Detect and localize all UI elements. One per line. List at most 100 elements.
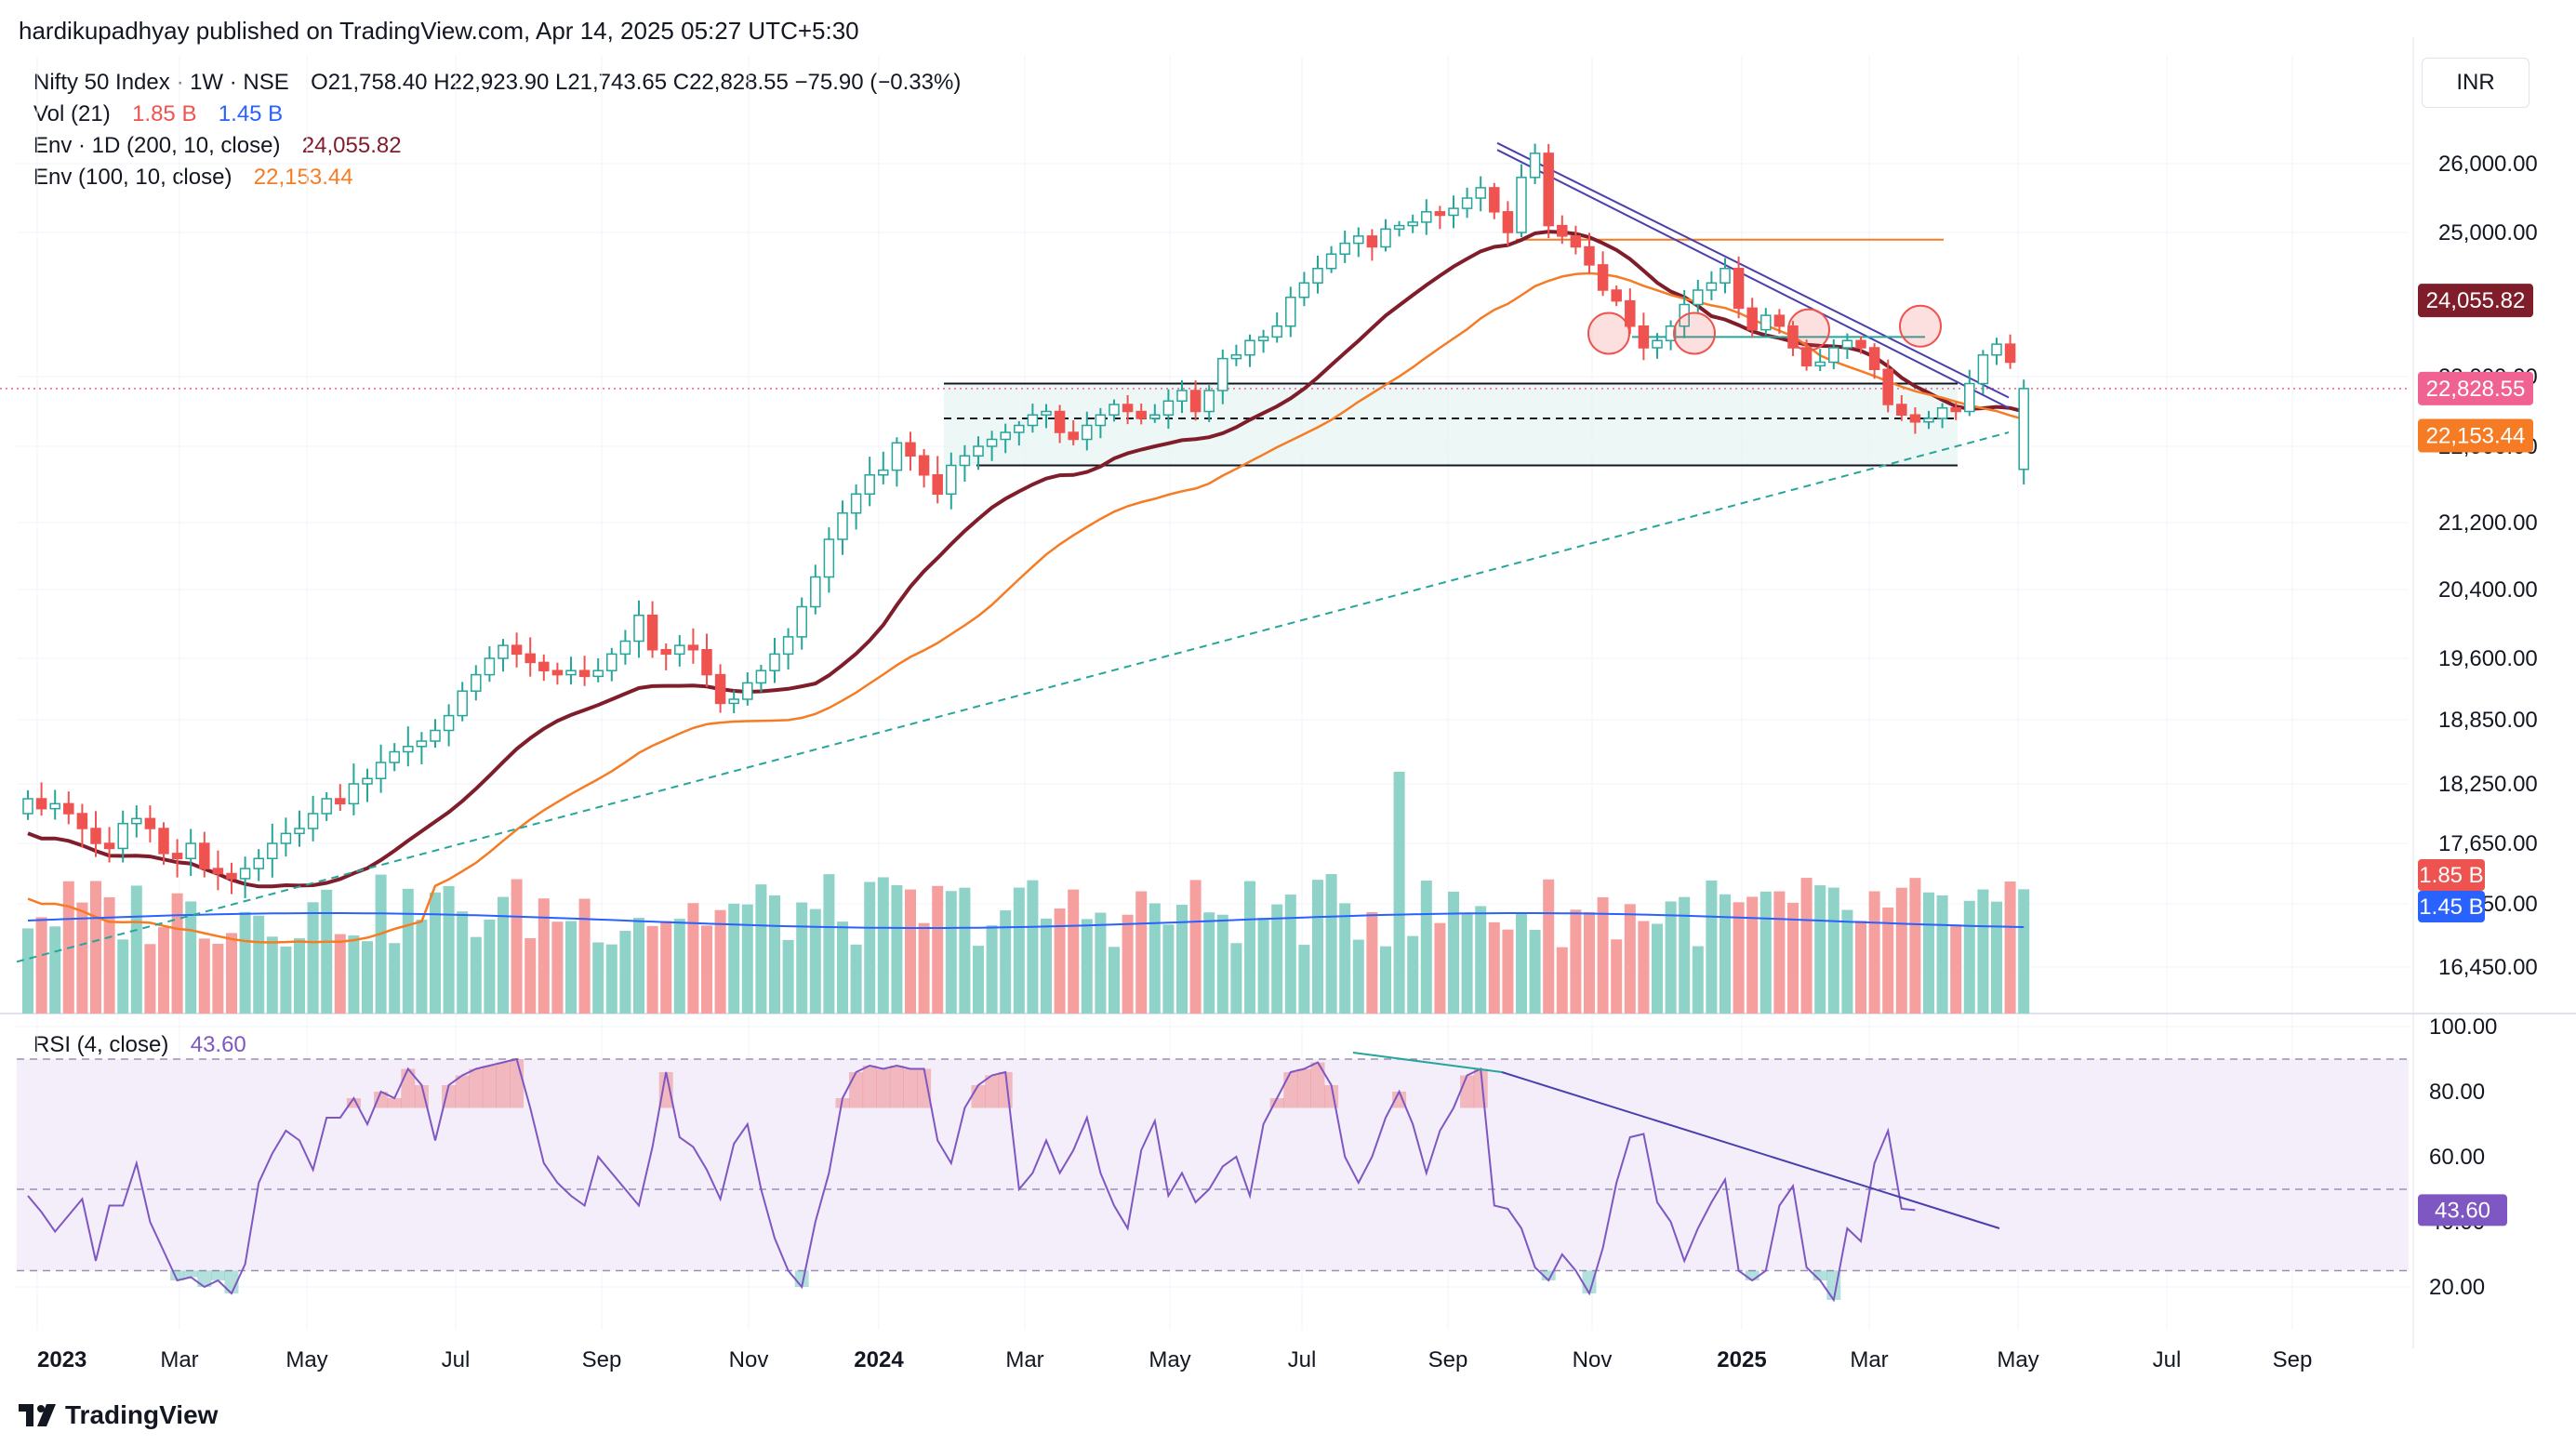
candle-up[interactable]: [1516, 177, 1527, 233]
candle-up[interactable]: [1936, 407, 1948, 419]
candle-down[interactable]: [103, 842, 115, 850]
candle-up[interactable]: [796, 605, 807, 638]
candle-down[interactable]: [1882, 368, 1893, 405]
candle-up[interactable]: [117, 822, 128, 850]
candle-up[interactable]: [1353, 235, 1364, 245]
candle-down[interactable]: [511, 644, 523, 656]
candle-down[interactable]: [335, 798, 346, 805]
candle-up[interactable]: [755, 669, 767, 684]
legend-env100-label[interactable]: Env (100, 10, close): [33, 165, 232, 190]
candle-down[interactable]: [1773, 314, 1786, 327]
candle-up[interactable]: [633, 615, 644, 643]
candle-up[interactable]: [850, 493, 862, 514]
candle-down[interactable]: [932, 474, 943, 495]
candle-up[interactable]: [864, 474, 875, 495]
candle-up[interactable]: [484, 657, 496, 676]
candle-up[interactable]: [1325, 253, 1337, 270]
candle-down[interactable]: [1557, 224, 1568, 237]
candle-up[interactable]: [1652, 339, 1663, 349]
candle-up[interactable]: [253, 857, 264, 869]
candle-up[interactable]: [1027, 414, 1039, 427]
candle-up[interactable]: [891, 442, 903, 471]
candle-up[interactable]: [1448, 207, 1459, 217]
candle-up[interactable]: [1298, 282, 1310, 298]
candle-down[interactable]: [1909, 414, 1921, 423]
rsi-legend-label[interactable]: RSI (4, close): [33, 1032, 169, 1057]
candle-up[interactable]: [321, 798, 332, 815]
candle-up[interactable]: [348, 783, 360, 805]
candle-up[interactable]: [1285, 297, 1296, 327]
candle-up[interactable]: [837, 512, 848, 540]
candle-up[interactable]: [728, 698, 739, 705]
candle-up[interactable]: [1475, 187, 1486, 199]
candle-up[interactable]: [1693, 289, 1704, 306]
candle-up[interactable]: [2018, 388, 2029, 471]
candle-up[interactable]: [1041, 410, 1052, 416]
candle-down[interactable]: [905, 442, 916, 457]
candle-up[interactable]: [1014, 424, 1025, 433]
candle-up[interactable]: [403, 746, 414, 753]
candle-up[interactable]: [1095, 414, 1107, 427]
candle-down[interactable]: [1597, 264, 1609, 291]
candle-up[interactable]: [389, 750, 400, 763]
candle-down[interactable]: [1122, 404, 1134, 413]
candle-up[interactable]: [1244, 339, 1255, 356]
candle-up[interactable]: [1814, 361, 1826, 367]
candle-up[interactable]: [1149, 414, 1161, 419]
candle-down[interactable]: [1611, 289, 1622, 302]
candle-up[interactable]: [1162, 400, 1175, 416]
candle-up[interactable]: [294, 828, 305, 835]
candle-down[interactable]: [35, 798, 47, 810]
candle-up[interactable]: [430, 729, 441, 742]
legend-vol-label[interactable]: Vol (21): [33, 101, 111, 126]
candle-up[interactable]: [742, 682, 753, 700]
candle-up[interactable]: [1109, 404, 1120, 416]
candle-up[interactable]: [959, 455, 971, 467]
tradingview-brand[interactable]: TradingView: [19, 1400, 218, 1430]
candle-up[interactable]: [22, 798, 33, 815]
legend-env200-row[interactable]: Env · 1D (200, 10, close) 24,055.82: [33, 130, 961, 162]
candle-up[interactable]: [1176, 390, 1188, 402]
candle-up[interactable]: [1000, 431, 1011, 441]
candle-up[interactable]: [973, 445, 984, 457]
candle-up[interactable]: [878, 469, 889, 476]
candle-down[interactable]: [1189, 390, 1202, 413]
candle-down[interactable]: [1054, 410, 1066, 433]
rsi-divergence-line[interactable]: [1352, 1052, 1503, 1073]
rsi-trend-line[interactable]: [1501, 1071, 2000, 1229]
candle-up[interactable]: [1203, 390, 1215, 413]
currency-button[interactable]: INR: [2422, 58, 2530, 108]
candle-up[interactable]: [1217, 357, 1228, 391]
candle-down[interactable]: [1855, 339, 1866, 349]
candle-up[interactable]: [1407, 221, 1418, 227]
candle-up[interactable]: [416, 740, 428, 748]
candle-up[interactable]: [1461, 197, 1473, 209]
legend-env200-label[interactable]: Env · 1D (200, 10, close): [33, 133, 281, 158]
candle-down[interactable]: [1746, 307, 1758, 331]
candle-down[interactable]: [1584, 245, 1595, 266]
rsi-legend[interactable]: RSI (4, close) 43.60: [33, 1032, 246, 1058]
candle-down[interactable]: [1366, 235, 1378, 248]
candle-down[interactable]: [90, 828, 101, 844]
candle-up[interactable]: [280, 832, 292, 844]
candle-down[interactable]: [171, 853, 183, 859]
candle-up[interactable]: [498, 644, 509, 659]
candle-up[interactable]: [823, 538, 835, 578]
candle-down[interactable]: [1733, 268, 1745, 310]
candle-up[interactable]: [457, 690, 468, 717]
candle-up[interactable]: [1991, 343, 2002, 356]
candle-up[interactable]: [1964, 382, 1975, 413]
candle-down[interactable]: [199, 842, 210, 869]
candle-up[interactable]: [782, 636, 794, 656]
uptrend-line-dashed[interactable]: [16, 431, 2010, 963]
candle-down[interactable]: [687, 644, 699, 651]
candle-down[interactable]: [551, 669, 564, 676]
candle-up[interactable]: [1828, 347, 1839, 364]
candle-up[interactable]: [592, 669, 604, 678]
candle-down[interactable]: [524, 653, 536, 664]
candle-down[interactable]: [158, 828, 169, 855]
candle-up[interactable]: [986, 438, 998, 447]
candle-up[interactable]: [1312, 268, 1323, 284]
candle-down[interactable]: [76, 813, 88, 829]
